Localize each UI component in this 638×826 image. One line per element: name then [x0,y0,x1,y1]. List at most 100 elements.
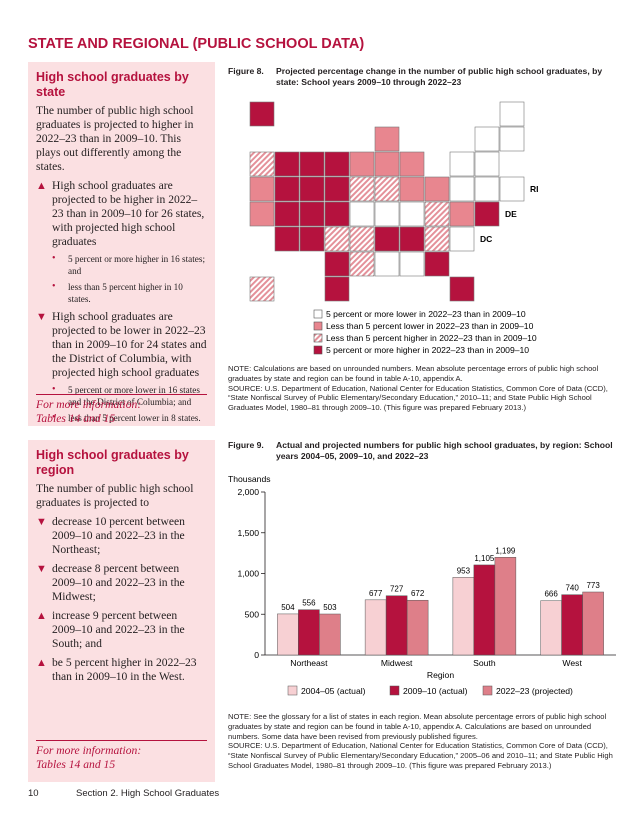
sub-text: less than 5 percent higher in 10 states. [68,282,183,304]
sidebar-title: High school graduates by region [36,448,189,477]
value-label: 504 [281,603,295,612]
value-label: 1,105 [474,554,495,563]
state-tile [399,226,425,252]
sidebar: High school graduates by region The numb… [28,440,215,782]
sub-item: • 5 percent or more lower in 16 states an… [52,384,207,408]
value-label: 773 [586,581,600,590]
state-tile [249,151,275,177]
chart: Thousands 0 500 1,000 1,500 2,000 Northeast 504… [228,474,616,696]
state-tile [299,151,325,177]
value-label: 677 [369,589,383,598]
figure-note: NOTE: Calculations are based on unrounde… [228,364,618,413]
state-tile [324,151,350,177]
state-tile [324,176,350,202]
marker: ▲ [36,657,47,669]
marker: ▼ [36,563,47,575]
more-info-line: Tables 14 and 15 [36,758,116,771]
list-item: ▲ increase 9 percent between 2009–10 and … [36,609,207,651]
figure-caption: Figure 9. Actual and projected numbers fo… [228,440,618,462]
map-label: DE [505,209,517,219]
value-label: 727 [390,585,404,594]
state-tile [299,176,325,202]
y-axis-label: Thousands [228,474,271,484]
source-text: SOURCE: U.S. Department of Education, Na… [228,741,613,770]
value-label: 953 [457,566,471,575]
list-item: ▲ be 5 percent higher in 2022–23 than in … [36,656,207,684]
state-tile [374,176,400,202]
figure-label: Figure 8. [228,66,264,76]
state-tile [399,151,425,177]
state-tile [374,201,400,227]
note-text: NOTE: See the glossary for a list of sta… [228,712,607,741]
list-item: ▼ decrease 8 percent between 2009–10 and … [36,562,207,604]
state-tile [499,126,525,152]
y-tick-label: 2,000 [237,487,259,497]
legend-label: 2004–05 (actual) [301,686,366,696]
state-tile [449,226,475,252]
state-tile [499,176,525,202]
marker: • [52,412,56,423]
y-tick-label: 0 [254,650,259,660]
sub-text: less than 5 percent lower in 8 states. [68,413,201,423]
legend-label: Less than 5 percent higher in 2022–23 th… [326,333,537,343]
list-item: ▼ High school graduates are projected to… [36,310,207,424]
section-name: Section 2. High School Graduates [76,788,220,799]
sub-text: 5 percent or more higher in 16 states; a… [68,254,206,276]
state-tile [349,151,375,177]
state-tile [374,126,400,152]
x-tick-label: West [562,658,582,668]
state-tile [274,226,300,252]
value-label: 672 [411,589,425,598]
state-tile [299,201,325,227]
state-tile [374,251,400,277]
marker: ▼ [36,516,47,528]
sidebar-intro: The number of public high school graduat… [36,482,194,509]
figure-note: NOTE: See the glossary for a list of sta… [228,712,618,771]
x-tick-label: Midwest [381,658,413,668]
state-tile [399,201,425,227]
state-tile [424,176,450,202]
state-tile [349,226,375,252]
map: RI DE DC 5 percent or more lower in 2022–23… [249,101,539,355]
bar [540,600,562,656]
legend-label: 5 percent or more lower in 2022–23 than … [326,309,526,319]
legend-label: 2009–10 (actual) [403,686,468,696]
more-info-line: Tables 14 and 15 [36,412,116,425]
state-tile [349,251,375,277]
state-tile [374,226,400,252]
state-tile [449,151,475,177]
x-axis-label: Region [427,670,454,680]
item-text: decrease 8 percent between 2009–10 and 2… [52,562,185,603]
bar [473,564,496,656]
item-text: be 5 percent higher in 2022–23 than in 2… [52,656,197,683]
state-tile [474,126,500,152]
bar [277,613,299,656]
x-tick-label: Northeast [290,658,328,668]
figure-title: Projected percentage change in the numbe… [276,66,603,87]
bar [561,594,583,656]
figure-caption: Figure 8. Projected percentage change in … [228,66,618,88]
more-info: For more information: Tables 14 and 15 [36,740,207,772]
sub-item: • less than 5 percent higher in 10 states… [52,281,207,305]
value-label: 666 [544,590,558,599]
bar [452,577,475,656]
note-text: NOTE: Calculations are based on unrounde… [228,364,599,383]
state-tile [449,276,475,302]
marker: ▲ [36,180,47,192]
state-tile [249,176,275,202]
y-tick-label: 1,000 [237,569,259,579]
y-tick-label: 500 [245,609,260,619]
state-tile [399,251,425,277]
bar [364,599,387,656]
map-label: RI [530,184,539,194]
legend-label: 5 percent or more higher in 2022–23 than… [326,345,529,355]
legend-swatch [389,685,400,696]
figure-label: Figure 9. [228,440,264,450]
page-title: STATE AND REGIONAL (PUBLIC SCHOOL DATA) [28,36,365,52]
state-tile [274,151,300,177]
source-text: SOURCE: U.S. Department of Education, Na… [228,383,608,413]
state-tile [374,151,400,177]
state-tile [424,201,450,227]
bar [385,595,408,656]
